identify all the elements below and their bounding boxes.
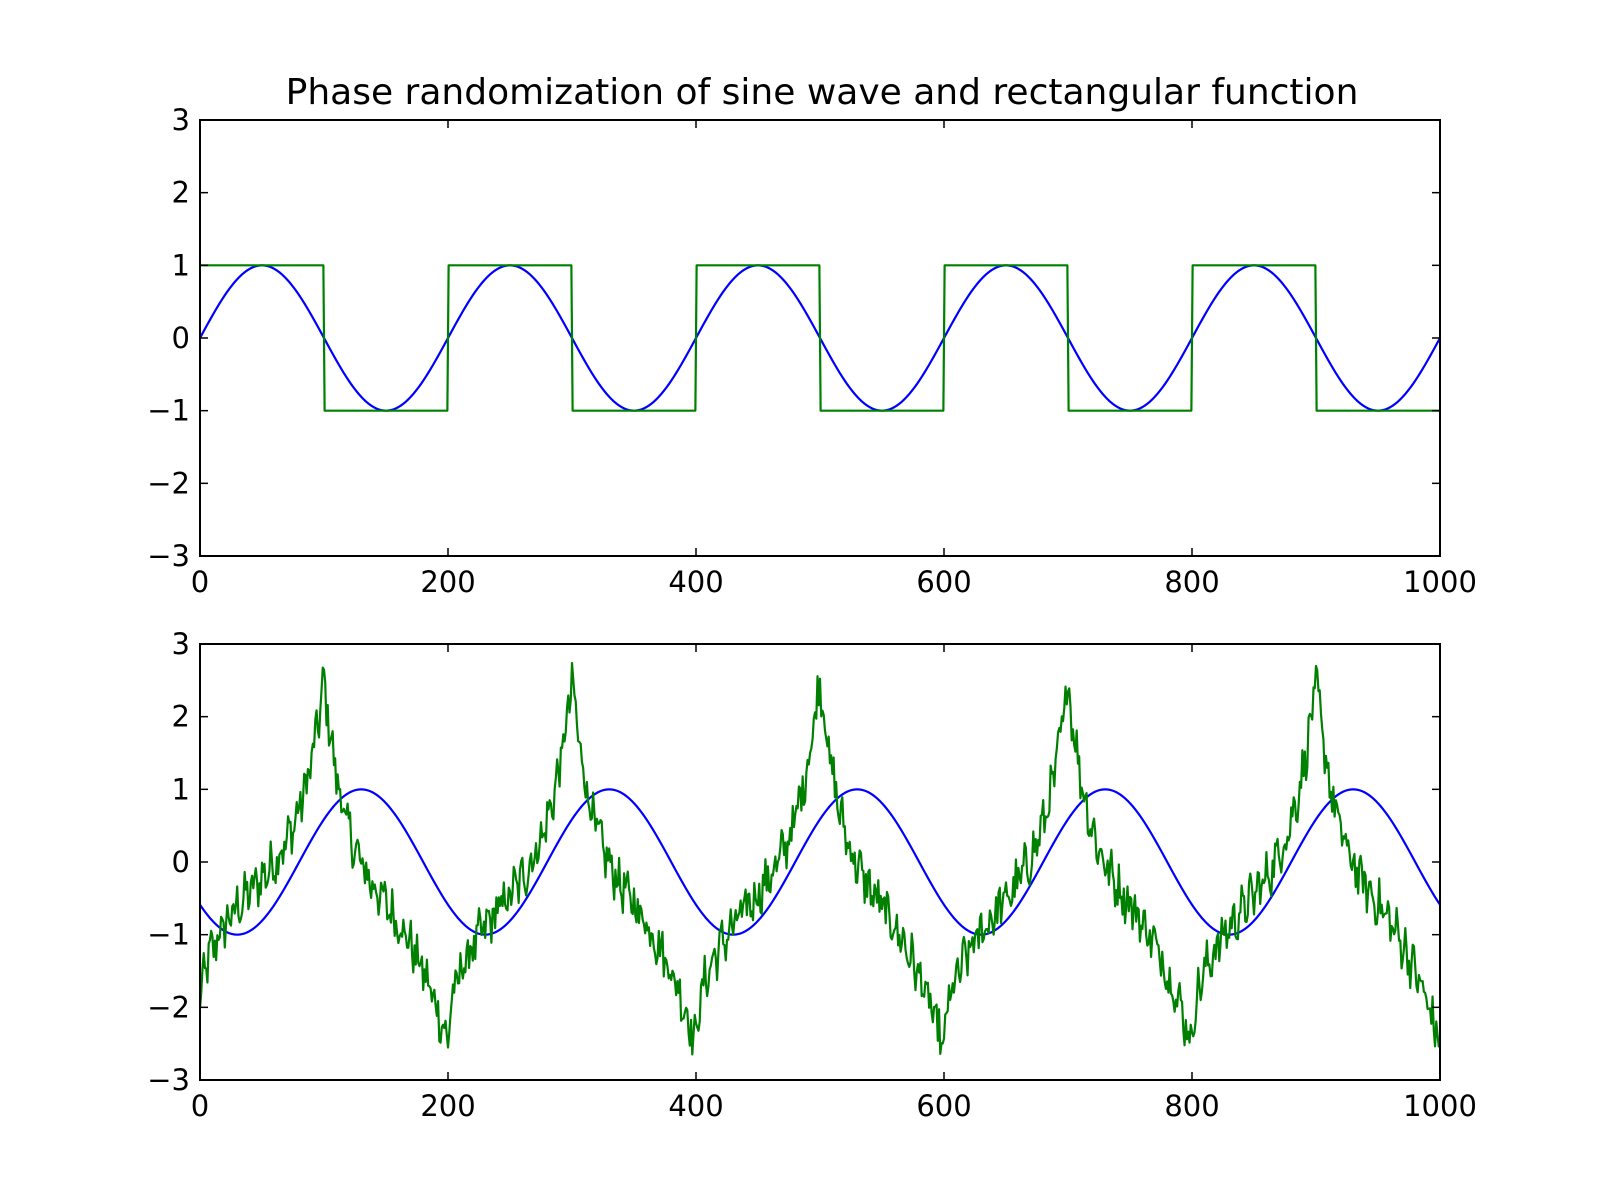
x-tick-label: 0 [191, 1089, 209, 1123]
x-tick-label: 1000 [1403, 565, 1477, 599]
y-tick-label: 2 [172, 700, 190, 734]
x-tick-label: 0 [191, 565, 209, 599]
x-tick-label: 200 [420, 565, 475, 599]
x-tick-label: 800 [1164, 1089, 1219, 1123]
y-tick-label: 0 [172, 321, 190, 355]
y-tick-label: −3 [147, 539, 190, 573]
y-tick-label: −2 [147, 990, 190, 1024]
y-tick-label: −1 [147, 394, 190, 428]
x-tick-label: 200 [420, 1089, 475, 1123]
x-tick-label: 800 [1164, 565, 1219, 599]
y-tick-label: 1 [172, 248, 190, 282]
y-tick-label: 3 [172, 103, 190, 137]
sine-series-line [200, 788, 1440, 936]
y-tick-label: 3 [172, 627, 190, 661]
x-tick-label: 600 [916, 1089, 971, 1123]
bottom-panel: 0 200 400 600 800 1000 3 2 1 0 −1 −2 −3 [147, 627, 1477, 1123]
y-tick-label: −2 [147, 466, 190, 500]
rect-series-line [200, 264, 1440, 412]
chart-title: Phase randomization of sine wave and rec… [286, 72, 1359, 113]
y-tick-label: −3 [147, 1063, 190, 1097]
x-tick-label: 400 [668, 565, 723, 599]
rect-series-line [200, 661, 1440, 1056]
series-group [200, 661, 1440, 1056]
x-tick-label: 400 [668, 1089, 723, 1123]
y-tick-label: −1 [147, 918, 190, 952]
top-panel: 0 200 400 600 800 1000 3 2 1 0 −1 −2 −3 [147, 103, 1477, 599]
series-group [200, 264, 1440, 412]
y-tick-label: 1 [172, 772, 190, 806]
y-tick-label: 2 [172, 176, 190, 210]
x-tick-label: 600 [916, 565, 971, 599]
x-tick-label: 1000 [1403, 1089, 1477, 1123]
y-tick-label: 0 [172, 845, 190, 879]
